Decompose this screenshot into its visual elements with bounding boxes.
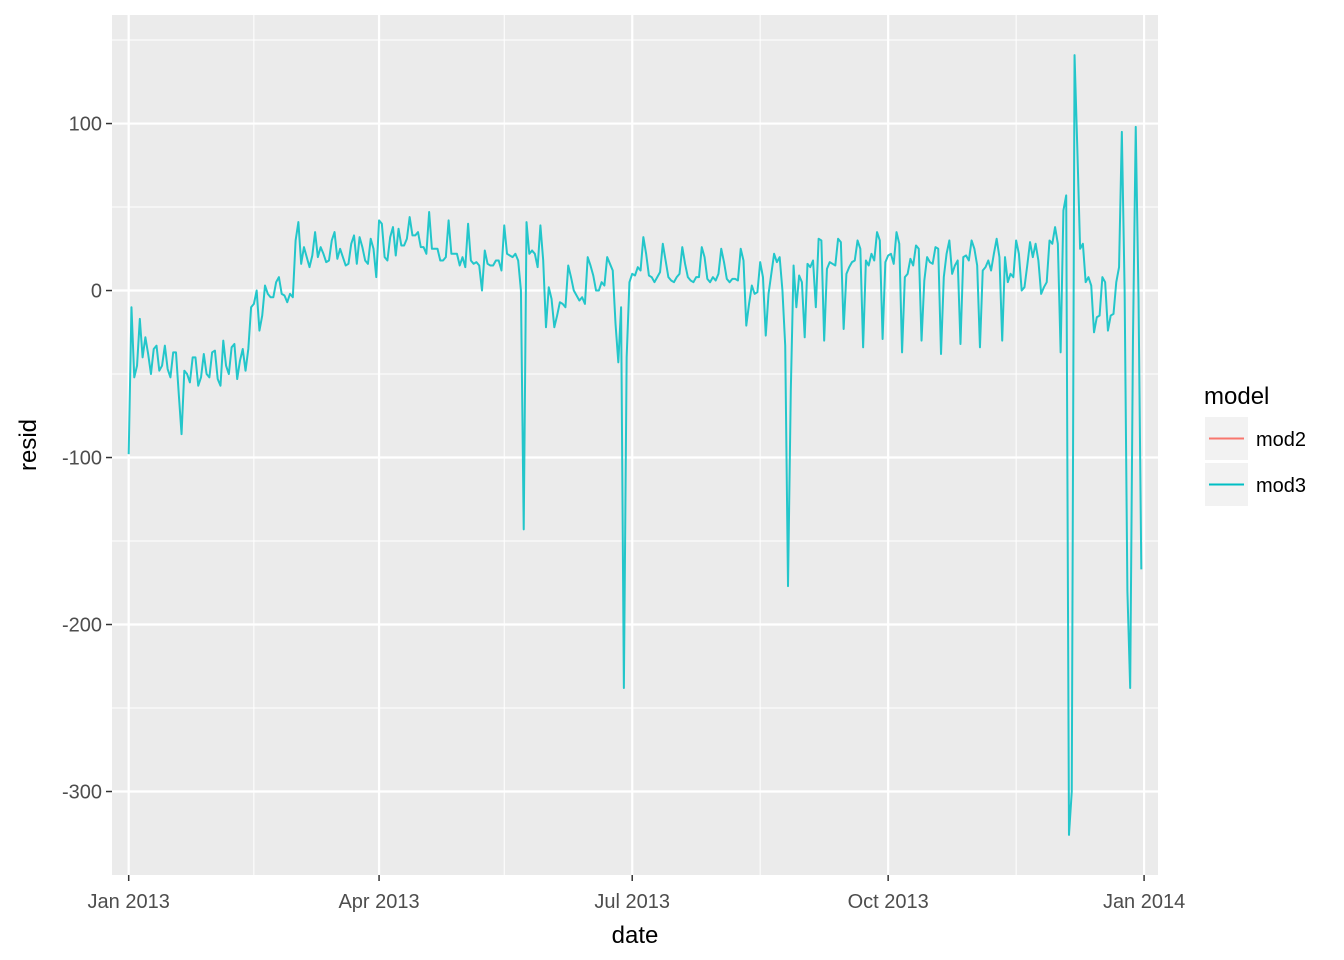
y-tick-label: -100 <box>62 448 102 470</box>
y-tick-label: -300 <box>62 782 102 804</box>
y-tick-label: 100 <box>69 114 102 136</box>
x-tick-label: Oct 2013 <box>848 891 929 913</box>
legend-items: mod2 mod3 <box>1205 417 1306 506</box>
x-tick-label: Apr 2013 <box>338 891 419 913</box>
x-axis: Jan 2013 Apr 2013 Jul 2013 Oct 2013 Jan 2014 <box>88 875 1185 913</box>
panel-background <box>112 15 1158 875</box>
x-tick-label: Jul 2013 <box>594 891 670 913</box>
legend-label-mod2: mod2 <box>1256 429 1306 451</box>
legend: model mod2 mod3 <box>1204 383 1306 506</box>
y-axis: 100 0 -100 -200 -300 <box>62 114 112 804</box>
y-axis-title: resid <box>15 419 42 471</box>
legend-title: model <box>1204 383 1269 410</box>
y-tick-label: -200 <box>62 615 102 637</box>
grid-minor <box>112 15 1158 875</box>
grid-major <box>112 15 1158 875</box>
series-line-mod3 <box>127 54 1143 836</box>
y-tick-label: 0 <box>91 281 102 303</box>
x-axis-title: date <box>612 922 659 949</box>
x-tick-label: Jan 2013 <box>88 891 170 913</box>
series-layer <box>127 54 1143 836</box>
x-tick-label: Jan 2014 <box>1103 891 1185 913</box>
legend-label-mod3: mod3 <box>1256 475 1306 497</box>
